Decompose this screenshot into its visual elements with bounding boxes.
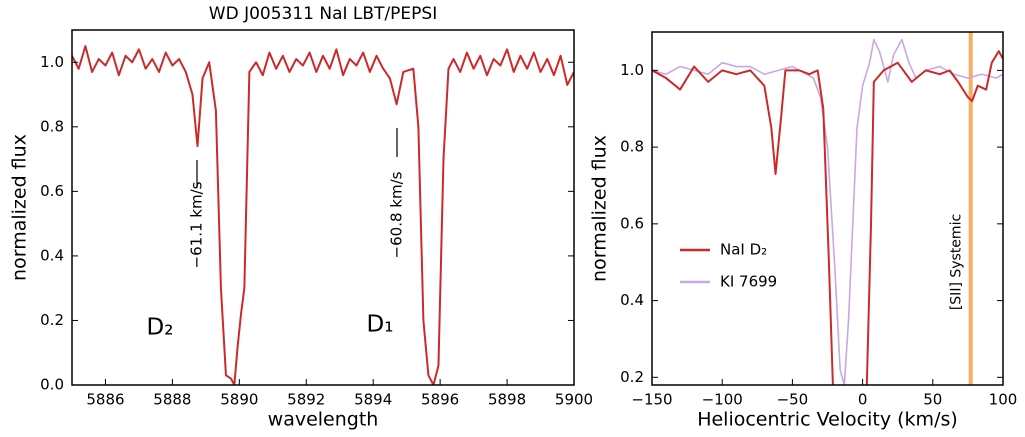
y-tick-label: 1.0 xyxy=(40,53,64,71)
x-tick-label: 5894 xyxy=(354,391,392,409)
annotation: −60.8 km/s xyxy=(388,171,406,258)
plot-frame xyxy=(651,31,1004,386)
x-tick-label: 5888 xyxy=(153,391,191,409)
chart-title: WD J005311 NaI LBT/PEPSI xyxy=(209,4,437,24)
x-tick-label: 5900 xyxy=(555,391,593,409)
series-line xyxy=(652,50,1003,385)
y-tick-label: 0.6 xyxy=(620,214,644,232)
y-tick-label: 0.8 xyxy=(40,117,64,135)
y-tick-label: 0.8 xyxy=(620,138,644,156)
y-axis-label: normalized flux xyxy=(589,135,611,282)
x-tick-label: 5896 xyxy=(421,391,459,409)
series-line xyxy=(72,45,574,385)
x-axis-label: Heliocentric Velocity (km/s) xyxy=(697,409,958,431)
x-tick-label: 5890 xyxy=(220,391,258,409)
annotation: D₁ xyxy=(367,312,394,338)
x-tick-label: −100 xyxy=(702,391,743,409)
x-tick-label: 5898 xyxy=(488,391,526,409)
annotation: −61.1 km/s xyxy=(188,181,206,268)
x-tick-label: −50 xyxy=(777,391,809,409)
systemic-label: [SII] Systemic xyxy=(949,214,965,310)
x-tick-label: −150 xyxy=(631,391,672,409)
y-tick-label: 0.2 xyxy=(40,311,64,329)
x-tick-label: 5892 xyxy=(287,391,325,409)
y-axis-label: normalized flux xyxy=(9,134,31,281)
plot-frame xyxy=(71,29,575,386)
annotation: D₂ xyxy=(147,315,174,341)
y-tick-label: 0.4 xyxy=(40,246,64,264)
plot-area xyxy=(652,32,1003,385)
plot-area xyxy=(72,45,574,385)
x-tick-label: 50 xyxy=(923,391,942,409)
legend-label: NaI D₂ xyxy=(720,241,767,259)
y-tick-label: 0.2 xyxy=(620,368,644,386)
x-tick-label: 100 xyxy=(989,391,1018,409)
y-tick-label: 0.4 xyxy=(620,291,644,309)
x-tick-label: 0 xyxy=(858,391,868,409)
legend-label: KI 7699 xyxy=(720,273,777,291)
y-tick-label: 0.6 xyxy=(40,182,64,200)
y-tick-label: 1.0 xyxy=(620,61,644,79)
x-tick-label: 5886 xyxy=(86,391,124,409)
x-axis-label: wavelength xyxy=(268,409,379,431)
y-tick-label: 0.0 xyxy=(40,376,64,394)
